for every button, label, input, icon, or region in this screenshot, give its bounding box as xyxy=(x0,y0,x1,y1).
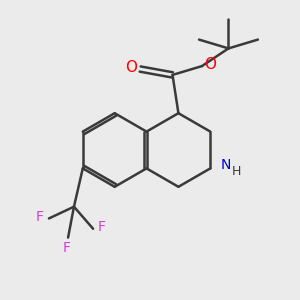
Text: O: O xyxy=(204,57,216,72)
Text: H: H xyxy=(232,165,241,178)
Text: F: F xyxy=(98,220,106,234)
Text: F: F xyxy=(36,210,44,224)
Text: N: N xyxy=(220,158,231,172)
Text: F: F xyxy=(63,241,70,255)
Text: O: O xyxy=(125,60,137,75)
